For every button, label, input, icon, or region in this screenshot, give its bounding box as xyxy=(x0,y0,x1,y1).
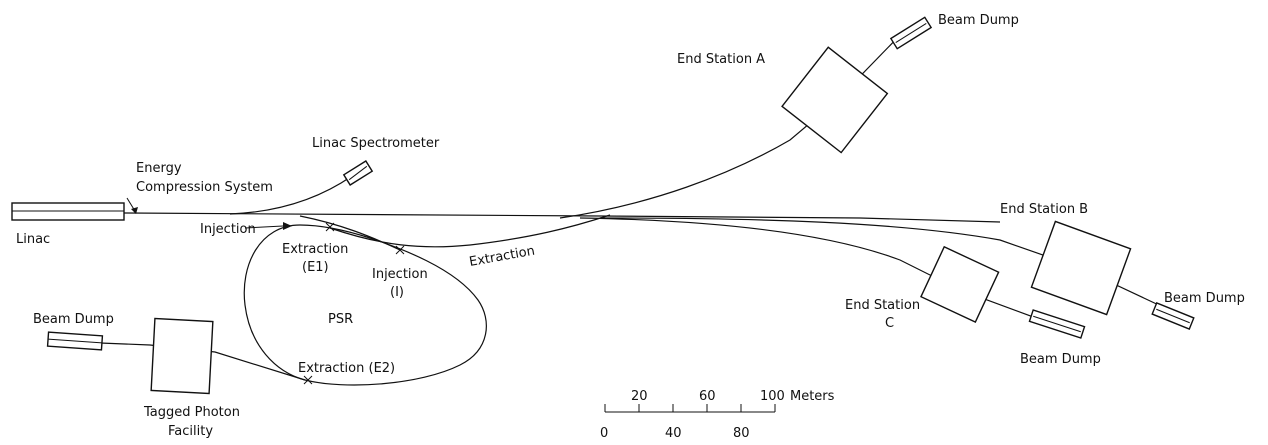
label-tagged-photon: Tagged Photon xyxy=(143,405,240,420)
label-energy: Energy xyxy=(136,161,182,176)
main-beamline xyxy=(123,212,1001,223)
scale-tick-40: 40 xyxy=(665,426,682,441)
label-end-station-c-1: End Station xyxy=(845,298,920,313)
label-beam-dump-b: Beam Dump xyxy=(1164,291,1245,306)
label-psr: PSR xyxy=(328,312,353,327)
spectrometer-beamline xyxy=(229,175,353,215)
end-station-a-beamline xyxy=(559,29,906,219)
linac xyxy=(11,202,125,221)
end-station-b-beamline xyxy=(599,217,1181,316)
end-station-a xyxy=(781,46,889,154)
label-compression-system: Compression System xyxy=(136,180,273,195)
scale-tick-100: 100 xyxy=(760,389,785,404)
label-end-station-b: End Station B xyxy=(1000,202,1088,217)
label-extraction-e2: Extraction (E2) xyxy=(298,361,395,376)
extraction-beamline xyxy=(329,214,611,248)
label-end-station-a: End Station A xyxy=(677,52,765,67)
injection-arrow xyxy=(244,222,292,230)
end-station-b xyxy=(1030,220,1132,316)
extraction-e2-marker xyxy=(303,375,313,385)
linac-spectrometer-magnet xyxy=(342,160,374,186)
scale-tick-80: 80 xyxy=(733,426,750,441)
scale-tick-60: 60 xyxy=(699,389,716,404)
scale-tick-20: 20 xyxy=(631,389,648,404)
label-extraction-e1-1: Extraction xyxy=(282,242,348,257)
end-station-c xyxy=(920,245,1000,323)
beam-dump-b xyxy=(1151,302,1195,330)
label-beam-dump-c: Beam Dump xyxy=(1020,352,1101,367)
label-linac-spectrometer: Linac Spectrometer xyxy=(312,136,440,151)
label-extraction-e1-2: (E1) xyxy=(302,260,329,275)
label-facility: Facility xyxy=(168,424,213,439)
label-end-station-c-2: C xyxy=(885,316,894,331)
injection-i-marker xyxy=(395,245,405,255)
label-beam-dump-a: Beam Dump xyxy=(938,13,1019,28)
label-extraction-main: Extraction xyxy=(468,244,536,270)
label-injection-left: Injection xyxy=(200,222,256,237)
beam-dump-a xyxy=(889,16,933,50)
label-injection-i-1: Injection xyxy=(372,267,428,282)
tagged-photon-facility xyxy=(150,317,214,395)
extraction-e1-marker xyxy=(325,222,335,232)
end-station-c-beamline xyxy=(579,217,1056,326)
scale-bar: 20 60 100 Meters 0 40 80 xyxy=(600,389,835,441)
label-beam-dump-tagged: Beam Dump xyxy=(33,312,114,327)
beam-dump-tagged xyxy=(46,331,104,351)
label-injection-i-2: (I) xyxy=(390,285,404,300)
scale-tick-0: 0 xyxy=(600,426,608,441)
beam-dump-c xyxy=(1028,309,1086,339)
scale-unit: Meters xyxy=(790,389,835,404)
label-linac: Linac xyxy=(16,232,50,247)
psr-ring xyxy=(243,224,487,386)
